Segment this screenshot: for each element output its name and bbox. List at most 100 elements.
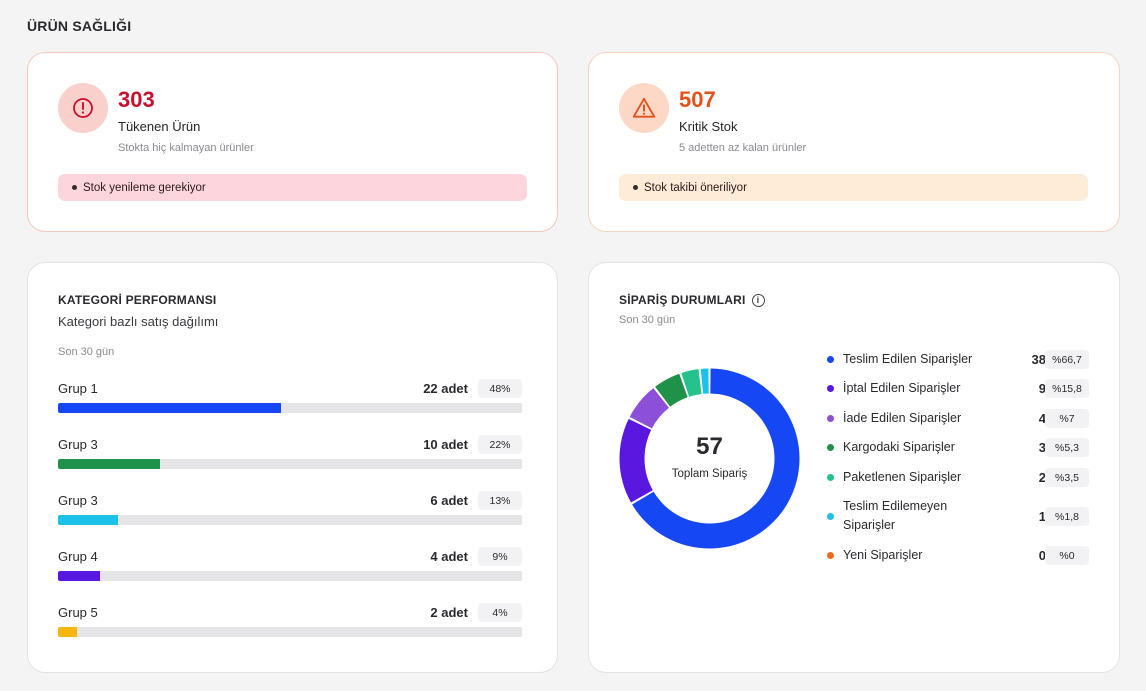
category-pct: 22%	[478, 435, 522, 454]
out-of-stock-label: Tükenen Ürün	[118, 119, 201, 134]
legend-pct: %7	[1045, 409, 1089, 428]
order-status-title-wrap: SİPARİŞ DURUMLARI i	[619, 293, 765, 307]
category-bar-track	[58, 571, 522, 581]
legend-item[interactable]: Teslim Edilen Siparişler 38 %66,7	[826, 350, 1090, 370]
category-qty: 22 adet	[423, 381, 468, 396]
legend-item[interactable]: Teslim Edilemeyen Siparişler 1 %1,8	[826, 497, 1090, 537]
category-qty: 2 adet	[430, 605, 468, 620]
legend-item[interactable]: Paketlenen Siparişler 2 %3,5	[826, 468, 1090, 488]
out-of-stock-banner: Stok yenileme gerekiyor	[58, 174, 527, 201]
category-period: Son 30 gün	[58, 346, 115, 358]
category-bar-fill	[58, 459, 161, 469]
bullet-icon	[633, 185, 638, 190]
category-bar-fill	[58, 515, 119, 525]
legend-item[interactable]: Kargodaki Siparişler 3 %5,3	[826, 438, 1090, 458]
legend-count: 2	[1038, 470, 1046, 485]
legend-count: 9	[1038, 381, 1046, 396]
legend-pct: %15,8	[1045, 379, 1089, 398]
order-status-card: SİPARİŞ DURUMLARI i Son 30 gün 57 Toplam…	[588, 262, 1120, 673]
category-pct: 13%	[478, 491, 522, 510]
category-pct: 48%	[478, 379, 522, 398]
donut-slice[interactable]	[655, 373, 688, 407]
legend-pct: %0	[1045, 546, 1089, 565]
category-row[interactable]: Grup 5 2 adet 4%	[58, 603, 522, 645]
category-bar-track	[58, 459, 522, 469]
category-row[interactable]: Grup 1 22 adet 48%	[58, 379, 522, 421]
legend-pct: %1,8	[1045, 507, 1089, 526]
donut-slice[interactable]	[681, 369, 702, 397]
donut-slice[interactable]	[619, 418, 653, 503]
out-of-stock-description: Stokta hiç kalmayan ürünler	[118, 142, 254, 154]
category-name: Grup 4	[58, 549, 98, 564]
legend-dot	[827, 474, 834, 481]
legend-dot	[827, 552, 834, 559]
legend-dot	[827, 385, 834, 392]
info-icon[interactable]: i	[751, 293, 765, 307]
legend-pct: %3,5	[1045, 468, 1089, 487]
donut-slice[interactable]	[700, 368, 709, 394]
legend-count: 0	[1038, 548, 1046, 563]
category-row[interactable]: Grup 4 4 adet 9%	[58, 547, 522, 589]
category-bar-fill	[58, 627, 77, 637]
legend-name: İptal Edilen Siparişler	[843, 381, 961, 395]
category-qty: 6 adet	[430, 493, 468, 508]
legend-name: Paketlenen Siparişler	[843, 470, 962, 484]
legend-dot	[827, 444, 834, 451]
legend-item[interactable]: İptal Edilen Siparişler 9 %15,8	[826, 379, 1090, 399]
critical-stock-value: 507	[679, 87, 716, 112]
category-bar-fill	[58, 571, 100, 581]
legend-name: İade Edilen Siparişler	[843, 411, 962, 425]
bullet-icon	[72, 185, 77, 190]
alert-circle-icon	[58, 83, 108, 133]
category-name: Grup 3	[58, 493, 98, 508]
category-pct: 4%	[478, 603, 522, 622]
category-bar-track	[58, 627, 522, 637]
legend-name: Teslim Edilemeyen Siparişler	[843, 499, 948, 532]
legend-item[interactable]: İade Edilen Siparişler 4 %7	[826, 409, 1090, 429]
section-title: ÜRÜN SAĞLIĞI	[27, 18, 132, 34]
critical-stock-label: Kritik Stok	[679, 119, 738, 134]
order-status-donut	[619, 368, 800, 549]
donut-total-label: Toplam Sipariş	[671, 468, 748, 480]
critical-stock-card[interactable]: 507 Kritik Stok 5 adetten az kalan ürünl…	[588, 52, 1120, 232]
order-status-period: Son 30 gün	[619, 314, 676, 326]
legend-count: 3	[1038, 440, 1046, 455]
category-bar-track	[58, 403, 522, 413]
category-bar-fill	[58, 403, 281, 413]
critical-stock-banner-text: Stok takibi öneriliyor	[644, 181, 747, 194]
legend-pct: %5,3	[1045, 438, 1089, 457]
legend-name: Yeni Siparişler	[843, 548, 923, 562]
category-pct: 9%	[478, 547, 522, 566]
category-performance-card: KATEGORİ PERFORMANSI Kategori bazlı satı…	[27, 262, 558, 673]
legend-count: 1	[1038, 509, 1046, 524]
legend-item[interactable]: Yeni Siparişler 0 %0	[826, 546, 1090, 566]
legend-dot	[827, 356, 834, 363]
donut-total: 57	[696, 433, 723, 460]
legend-dot	[827, 513, 834, 520]
order-status-title: SİPARİŞ DURUMLARI	[619, 293, 746, 307]
category-title: KATEGORİ PERFORMANSI	[58, 293, 217, 307]
out-of-stock-card[interactable]: 303 Tükenen Ürün Stokta hiç kalmayan ürü…	[27, 52, 558, 232]
category-qty: 10 adet	[423, 437, 468, 452]
category-row[interactable]: Grup 3 10 adet 22%	[58, 435, 522, 477]
category-name: Grup 5	[58, 605, 98, 620]
legend-name: Kargodaki Siparişler	[843, 440, 955, 454]
out-of-stock-value: 303	[118, 87, 155, 112]
category-name: Grup 1	[58, 381, 98, 396]
legend-count: 38	[1031, 352, 1046, 367]
category-qty: 4 adet	[430, 549, 468, 564]
warning-triangle-icon	[619, 83, 669, 133]
legend-dot	[827, 415, 834, 422]
category-row[interactable]: Grup 3 6 adet 13%	[58, 491, 522, 533]
out-of-stock-banner-text: Stok yenileme gerekiyor	[83, 181, 206, 194]
donut-slice[interactable]	[632, 368, 800, 549]
category-bar-track	[58, 515, 522, 525]
legend-pct: %66,7	[1045, 350, 1089, 369]
category-subtitle: Kategori bazlı satış dağılımı	[58, 314, 219, 329]
donut-slice[interactable]	[629, 388, 669, 429]
critical-stock-description: 5 adetten az kalan ürünler	[679, 142, 807, 154]
legend-count: 4	[1038, 411, 1046, 426]
legend-name: Teslim Edilen Siparişler	[843, 352, 973, 366]
critical-stock-banner: Stok takibi öneriliyor	[619, 174, 1088, 201]
